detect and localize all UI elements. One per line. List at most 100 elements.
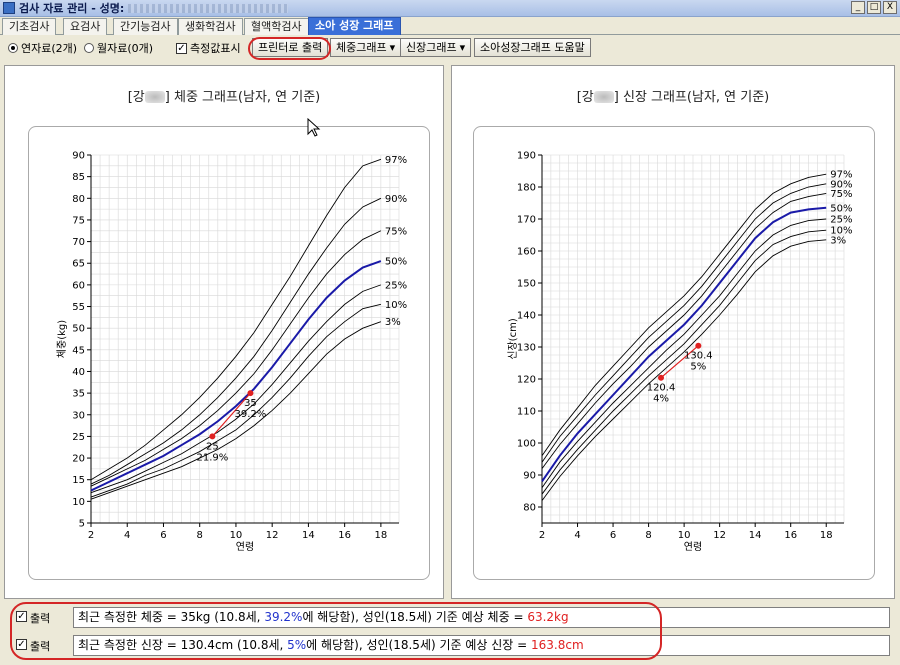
y-tick-label: 190 bbox=[517, 151, 536, 162]
redacted-name bbox=[144, 91, 165, 103]
measurement-value-label: 120.4 bbox=[647, 383, 676, 394]
show-values-label: 측정값표시 bbox=[190, 42, 241, 55]
height-panel: [강] 신장 그래프(남자, 연 기준) 2 4 6 8 10 12 14 16 18 80 90 1… bbox=[451, 65, 895, 599]
weight-panel: [강] 체중 그래프(남자, 연 기준) 2 4 6 8 10 12 14 16 18 5 10 15… bbox=[4, 65, 444, 599]
y-tick-label: 20 bbox=[72, 454, 85, 465]
weight-print-label: 출력 bbox=[30, 612, 51, 625]
percentile-label: 97% bbox=[385, 155, 407, 166]
tab-basic[interactable]: 기초검사 bbox=[2, 18, 57, 35]
radio-month-label: 월자료(0개) bbox=[97, 42, 154, 55]
x-axis-label: 연령 bbox=[684, 541, 702, 553]
show-values-checkbox[interactable]: ✓ 측정값표시 bbox=[176, 40, 241, 56]
window-title: 검사 자료 관리 - 성명: bbox=[19, 2, 125, 15]
x-tick-label: 18 bbox=[375, 530, 388, 541]
x-tick-label: 6 bbox=[610, 530, 616, 541]
weight-summary-text2: 에 해당함), 성인(18.5세) 기준 예상 체중 = bbox=[302, 610, 528, 624]
measurement-point bbox=[658, 374, 665, 381]
dropdown-arrow-icon: ▾ bbox=[459, 41, 466, 54]
y-tick-label: 15 bbox=[72, 475, 85, 486]
close-button[interactable]: X bbox=[883, 1, 897, 14]
minimize-button[interactable]: _ bbox=[851, 1, 865, 14]
x-tick-label: 8 bbox=[197, 530, 203, 541]
x-tick-label: 4 bbox=[124, 530, 130, 541]
measurement-value-label: 25 bbox=[206, 441, 219, 452]
show-values-check[interactable]: ✓ bbox=[176, 42, 187, 54]
y-tick-label: 90 bbox=[523, 471, 536, 482]
percentile-curve bbox=[541, 192, 827, 469]
x-axis-label: 연령 bbox=[236, 541, 254, 553]
percentile-curve bbox=[541, 239, 827, 501]
growth-help-button[interactable]: 소아성장그래프 도움말 bbox=[474, 38, 591, 57]
y-tick-label: 160 bbox=[517, 247, 536, 258]
measurement-percentile-label: 39.2% bbox=[235, 409, 267, 420]
percentile-label: 10% bbox=[385, 300, 407, 311]
x-tick-label: 18 bbox=[820, 530, 833, 541]
percentile-label: 90% bbox=[385, 194, 407, 205]
x-tick-label: 16 bbox=[784, 530, 797, 541]
y-tick-label: 25 bbox=[72, 432, 85, 443]
title-bar: 검사 자료 관리 - 성명: _ □ X bbox=[0, 0, 900, 17]
y-tick-label: 45 bbox=[72, 345, 85, 356]
window-controls: _ □ X bbox=[851, 1, 897, 14]
radio-month-indicator[interactable] bbox=[84, 43, 94, 53]
height-percentile: 5% bbox=[287, 638, 307, 652]
x-tick-label: 6 bbox=[160, 530, 166, 541]
percentile-label: 10% bbox=[830, 226, 852, 237]
print-highlight-ring bbox=[248, 37, 331, 60]
height-chart-frame: 2 4 6 8 10 12 14 16 18 80 90 100 110 120 130 140 150 160 1… bbox=[473, 126, 875, 580]
x-tick-label: 4 bbox=[574, 530, 580, 541]
measurement-line bbox=[660, 345, 699, 379]
percentile-label: 90% bbox=[830, 179, 852, 190]
x-tick-label: 16 bbox=[338, 530, 351, 541]
maximize-button[interactable]: □ bbox=[867, 1, 881, 14]
measurement-line bbox=[211, 392, 251, 437]
weight-graph-dropdown[interactable]: 체중그래프 ▾ bbox=[330, 38, 402, 57]
percentile-curve bbox=[90, 260, 382, 492]
percentile-curve bbox=[90, 284, 382, 494]
height-print-label: 출력 bbox=[30, 640, 51, 653]
dropdown-arrow-icon: ▾ bbox=[389, 41, 396, 54]
y-axis-label: 체중(kg) bbox=[56, 320, 68, 358]
radio-year-label: 연자료(2개) bbox=[21, 42, 78, 55]
percentile-curve bbox=[541, 206, 827, 482]
height-graph-dropdown[interactable]: 신장그래프 ▾ bbox=[400, 38, 472, 57]
y-tick-label: 180 bbox=[517, 183, 536, 194]
percentile-curve bbox=[541, 173, 827, 457]
height-graph-label: 신장그래프 bbox=[406, 41, 457, 54]
height-title-suffix: ] 신장 그래프(남자, 연 기준) bbox=[613, 90, 770, 105]
y-tick-label: 70 bbox=[72, 237, 85, 248]
measurement-value-label: 35 bbox=[244, 398, 257, 409]
percentile-label: 50% bbox=[385, 257, 407, 268]
percentile-label: 50% bbox=[830, 203, 852, 214]
percentile-label: 75% bbox=[385, 226, 407, 237]
weight-chart: 2 4 6 8 10 12 14 16 18 5 10 15 20 25 30 35 40 45 50 55 60 65 7… bbox=[56, 151, 407, 554]
y-axis-label: 신장(cm) bbox=[507, 318, 519, 360]
tab-bar: 기초검사 요검사 간기능검사 생화학검사 혈액학검사 소아 성장 그래프 bbox=[0, 17, 900, 35]
tab-biochem[interactable]: 생화학검사 bbox=[178, 18, 243, 35]
percentile-curve bbox=[541, 183, 827, 463]
measurement-percentile-label: 4% bbox=[653, 394, 669, 405]
y-tick-label: 80 bbox=[72, 194, 85, 205]
tab-urine[interactable]: 요검사 bbox=[63, 18, 108, 35]
radio-year-indicator[interactable] bbox=[8, 43, 18, 53]
tab-hematology[interactable]: 혈액학검사 bbox=[244, 18, 309, 35]
percentile-curve bbox=[90, 197, 382, 485]
print-button[interactable]: 프린터로 출력 bbox=[252, 38, 329, 57]
y-tick-label: 120 bbox=[517, 375, 536, 386]
radio-year-data[interactable]: 연자료(2개) bbox=[8, 40, 77, 56]
radio-month-data[interactable]: 월자료(0개) bbox=[84, 40, 153, 56]
redacted-name bbox=[128, 3, 289, 13]
weight-summary: 최근 측정한 체중 = 35kg (10.8세, 39.2%에 해당함), 성인… bbox=[73, 607, 890, 628]
y-tick-label: 150 bbox=[517, 279, 536, 290]
tab-liver[interactable]: 간기능검사 bbox=[113, 18, 178, 35]
tab-growth-chart[interactable]: 소아 성장 그래프 bbox=[308, 17, 401, 35]
height-prediction: 163.8cm bbox=[531, 638, 584, 652]
y-tick-label: 130 bbox=[517, 343, 536, 354]
percentile-label: 75% bbox=[830, 189, 852, 200]
y-tick-label: 110 bbox=[517, 407, 536, 418]
height-info-row: ✓ 출력 최근 측정한 신장 = 130.4cm (10.8세, 5%에 해당함… bbox=[10, 634, 890, 656]
y-tick-label: 30 bbox=[72, 410, 85, 421]
weight-percentile: 39.2% bbox=[264, 610, 303, 624]
weight-summary-text: 최근 측정한 체중 = 35kg (10.8세, bbox=[78, 610, 265, 624]
percentile-label: 97% bbox=[830, 170, 852, 181]
